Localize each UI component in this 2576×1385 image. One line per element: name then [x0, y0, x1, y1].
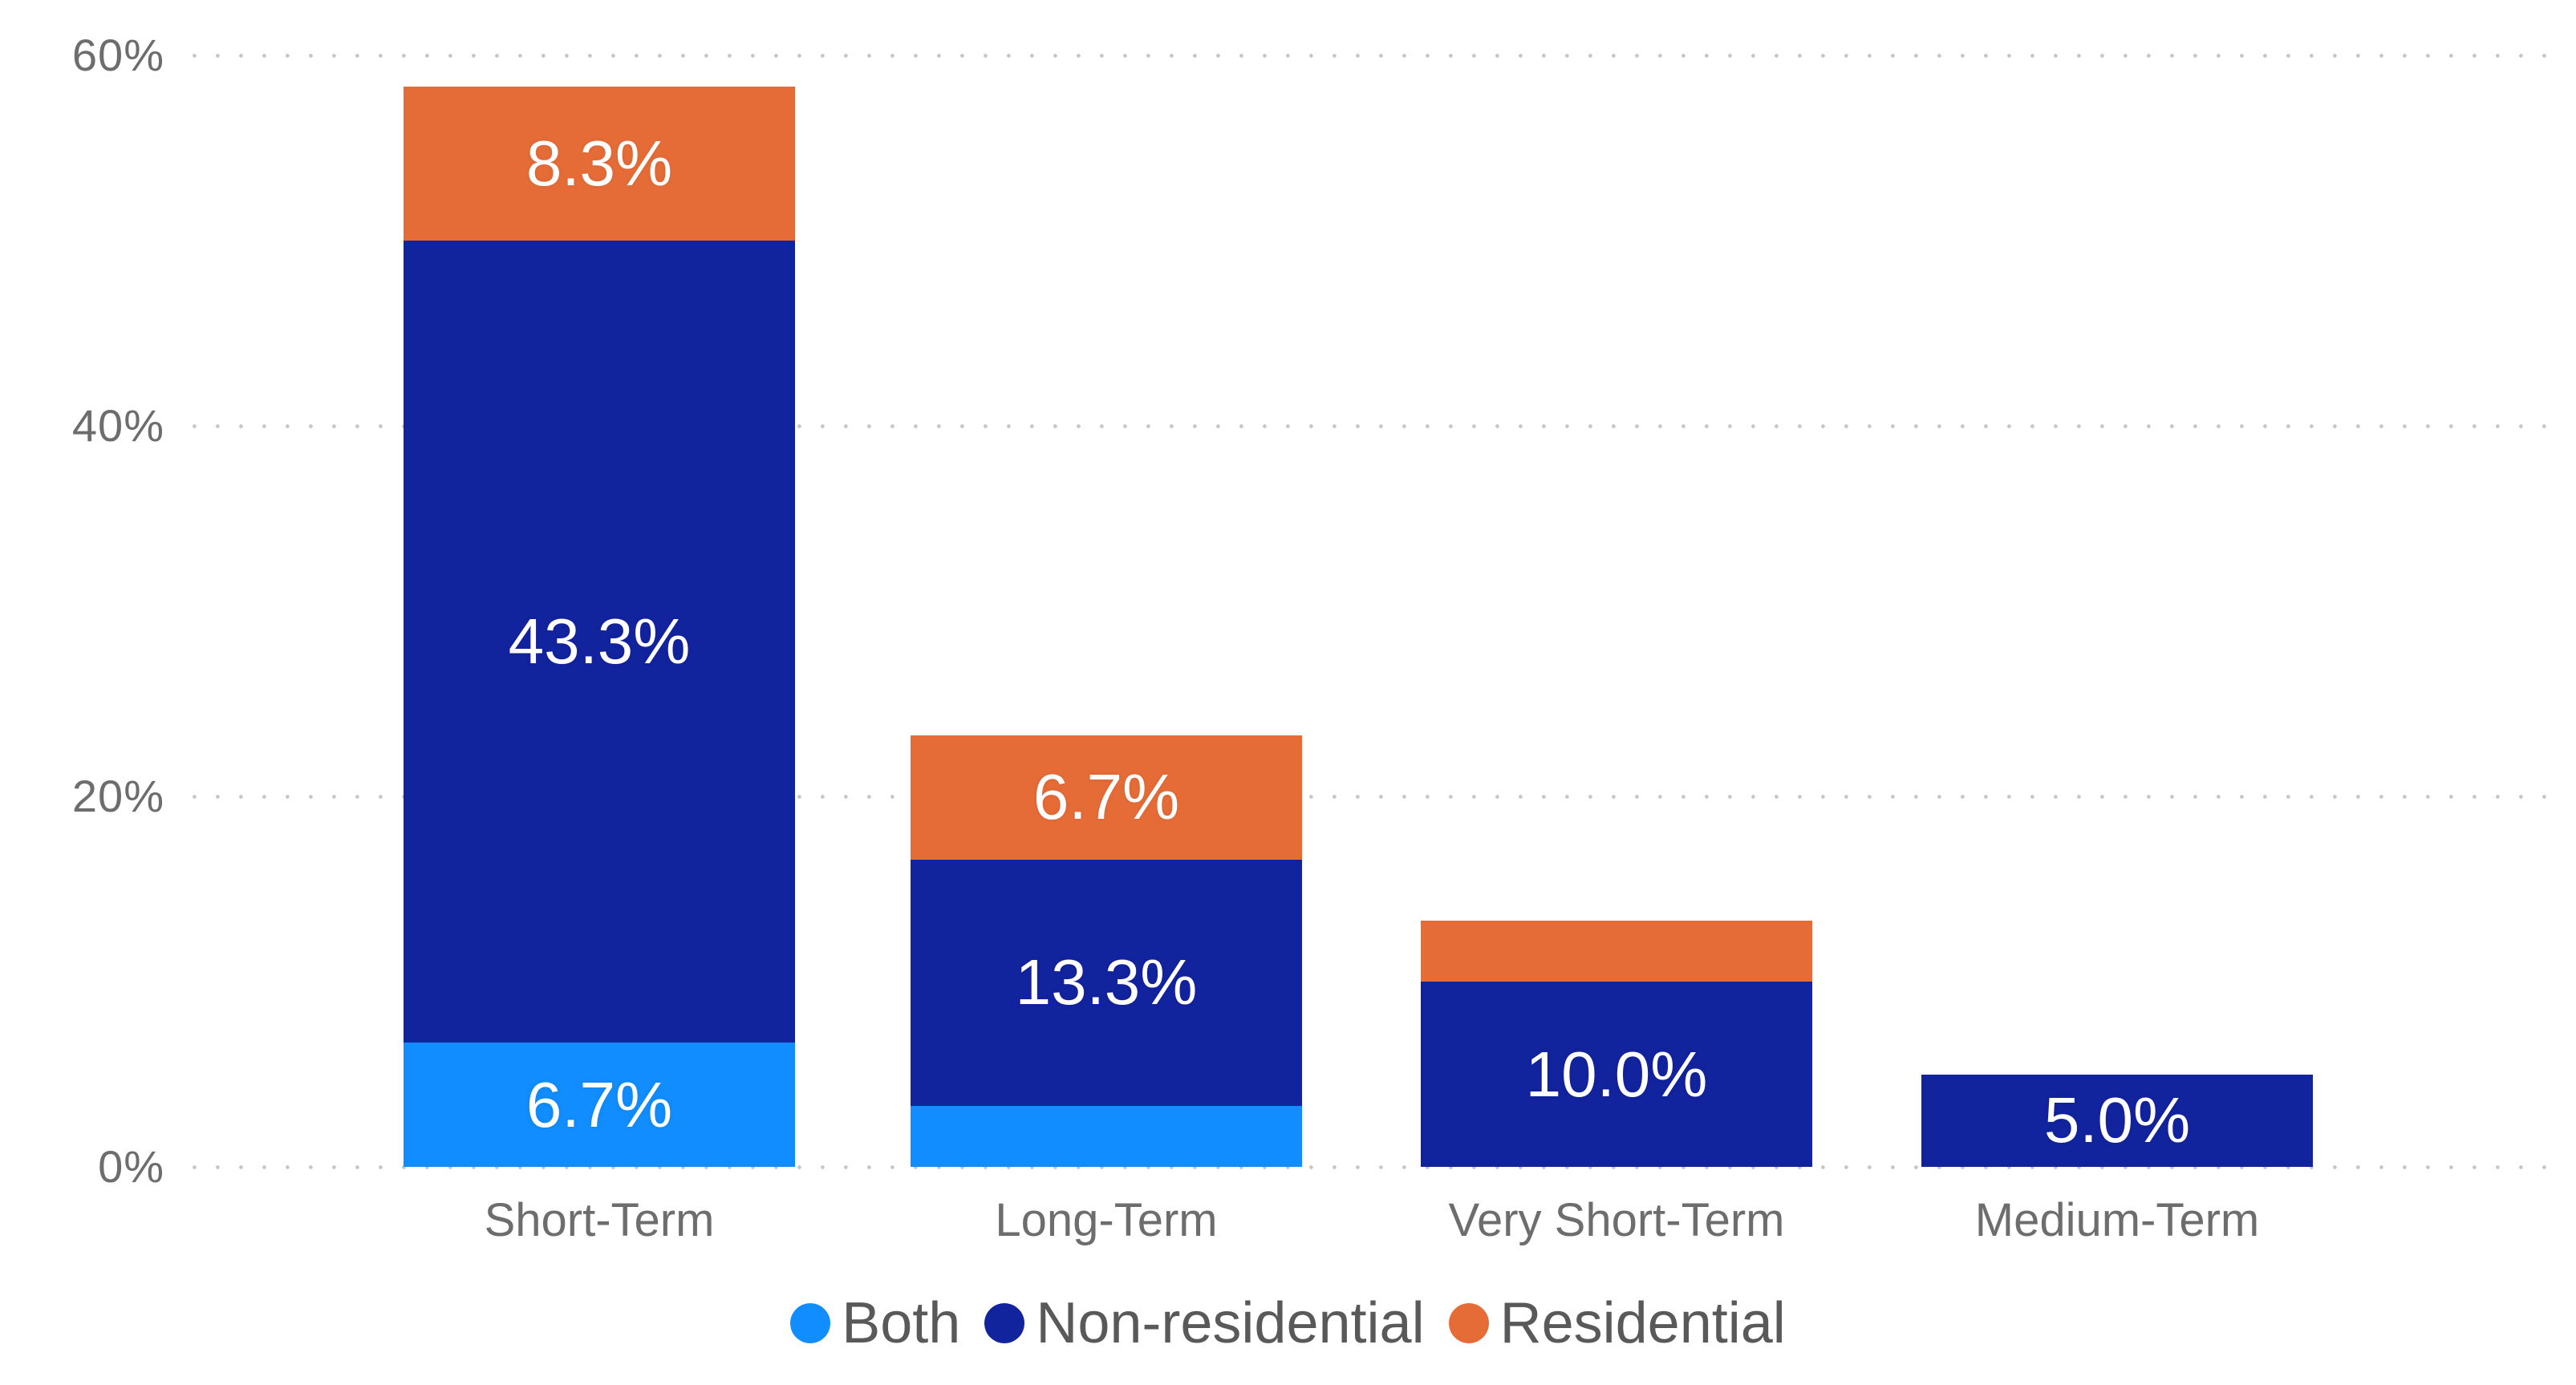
bar-segment-long-term-residential[interactable]: 6.7%: [911, 735, 1302, 860]
legend-label-both: Both: [842, 1291, 961, 1355]
gridline-40%: [193, 424, 2555, 428]
legend-item-both[interactable]: Both: [790, 1294, 960, 1352]
bar-segment-very-short-term-non-residential[interactable]: 10.0%: [1421, 982, 1812, 1167]
gridline-60%: [193, 54, 2555, 58]
x-axis-label-long-term: Long-Term: [995, 1194, 1218, 1246]
bar-segment-medium-term-non-residential[interactable]: 5.0%: [1921, 1074, 2313, 1167]
bar-segment-long-term-non-residential[interactable]: 13.3%: [911, 859, 1302, 1106]
data-label-long-term-residential: 6.7%: [1032, 761, 1180, 833]
legend-label-residential: Residential: [1499, 1291, 1786, 1355]
bar-segment-short-term-non-residential[interactable]: 43.3%: [404, 241, 795, 1043]
bar-segment-short-term-both[interactable]: 6.7%: [404, 1043, 795, 1167]
x-axis-label-short-term: Short-Term: [484, 1194, 715, 1246]
legend-dot-both-icon: [790, 1303, 831, 1343]
y-tick-label-40%: 40%: [71, 400, 164, 451]
data-label-short-term-residential: 8.3%: [525, 128, 673, 200]
gridline-20%: [193, 795, 2555, 799]
legend-label-non-residential: Non-residential: [1036, 1291, 1425, 1355]
legend: Both Non-residential Residential: [0, 1282, 2576, 1365]
bar-segment-long-term-both[interactable]: [911, 1105, 1302, 1167]
x-axis-label-medium-term: Medium-Term: [1974, 1194, 2260, 1246]
data-label-very-short-term-non-residential: 10.0%: [1525, 1038, 1708, 1110]
y-tick-label-0%: 0%: [98, 1141, 164, 1192]
legend-dot-non-residential-icon: [984, 1303, 1025, 1343]
legend-item-non-residential[interactable]: Non-residential: [984, 1291, 1425, 1355]
bar-segment-very-short-term-residential[interactable]: [1421, 920, 1812, 982]
legend-item-residential[interactable]: Residential: [1448, 1291, 1786, 1355]
data-label-medium-term-non-residential: 5.0%: [2043, 1084, 2191, 1156]
data-label-short-term-both: 6.7%: [525, 1068, 673, 1140]
x-axis-label-very-short-term: Very Short-Term: [1448, 1194, 1785, 1246]
legend-dot-residential-icon: [1448, 1303, 1489, 1343]
y-tick-label-60%: 60%: [71, 30, 164, 80]
gridline-0%: [193, 1165, 2555, 1169]
data-label-long-term-non-residential: 13.3%: [1015, 946, 1198, 1019]
bar-segment-short-term-residential[interactable]: 8.3%: [404, 87, 795, 241]
y-tick-label-20%: 20%: [71, 771, 164, 821]
data-label-short-term-non-residential: 43.3%: [508, 605, 691, 678]
